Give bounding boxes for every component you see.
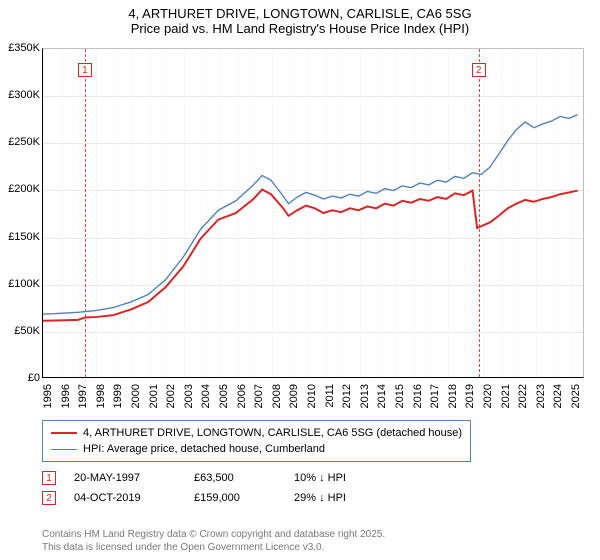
ref-marker-2: 2 [42, 491, 56, 505]
x-tick-label: 2002 [165, 384, 177, 408]
txn-delta: 10% ↓ HPI [294, 472, 414, 484]
x-tick-label: 2024 [552, 384, 564, 408]
x-tick-label: 2003 [183, 384, 195, 408]
x-tick-label: 2021 [500, 384, 512, 408]
legend-item-hpi: HPI: Average price, detached house, Cumb… [51, 441, 462, 457]
footer-attribution: Contains HM Land Registry data © Crown c… [42, 528, 385, 554]
x-tick-label: 2010 [306, 384, 318, 408]
y-tick-label: £150K [0, 231, 40, 243]
ref-marker-2: 2 [472, 63, 486, 77]
x-tick-label: 2023 [535, 384, 547, 408]
x-tick-label: 1999 [112, 384, 124, 408]
footer-line: This data is licensed under the Open Gov… [42, 541, 385, 554]
x-tick-label: 2019 [464, 384, 476, 408]
legend-label: 4, ARTHURET DRIVE, LONGTOWN, CARLISLE, C… [83, 427, 462, 439]
x-tick-label: 1997 [77, 384, 89, 408]
chart-lines [43, 49, 583, 377]
footer-line: Contains HM Land Registry data © Crown c… [42, 528, 385, 541]
x-tick-label: 2025 [570, 384, 582, 408]
chart-container: 4, ARTHURET DRIVE, LONGTOWN, CARLISLE, C… [0, 0, 600, 560]
txn-date: 04-OCT-2019 [74, 492, 194, 504]
series-price_paid [43, 190, 578, 321]
x-tick-label: 2006 [236, 384, 248, 408]
x-tick-label: 2018 [447, 384, 459, 408]
x-tick-label: 2001 [148, 384, 160, 408]
x-tick-label: 2020 [482, 384, 494, 408]
title-block: 4, ARTHURET DRIVE, LONGTOWN, CARLISLE, C… [0, 0, 600, 40]
table-row: 2 04-OCT-2019 £159,000 29% ↓ HPI [42, 488, 414, 508]
legend-swatch-icon [51, 432, 77, 434]
y-tick-label: £0 [0, 372, 40, 384]
table-row: 1 20-MAY-1997 £63,500 10% ↓ HPI [42, 468, 414, 488]
legend: 4, ARTHURET DRIVE, LONGTOWN, CARLISLE, C… [42, 420, 471, 462]
x-tick-label: 2008 [271, 384, 283, 408]
x-tick-label: 2013 [359, 384, 371, 408]
series-hpi [43, 115, 578, 315]
x-tick-label: 2015 [394, 384, 406, 408]
x-tick-label: 2016 [412, 384, 424, 408]
ref-marker-1: 1 [42, 471, 56, 485]
legend-label: HPI: Average price, detached house, Cumb… [83, 443, 325, 455]
legend-swatch-icon [51, 449, 77, 450]
transaction-table: 1 20-MAY-1997 £63,500 10% ↓ HPI 2 04-OCT… [42, 468, 414, 508]
y-tick-label: £300K [0, 89, 40, 101]
y-tick-label: £200K [0, 183, 40, 195]
x-tick-label: 2000 [130, 384, 142, 408]
txn-price: £159,000 [194, 492, 294, 504]
x-axis: 1995 1996 1997 1998 1999 2000 2001 2002 2003 2004… [42, 380, 584, 416]
x-tick-label: 2017 [429, 384, 441, 408]
x-tick-label: 2011 [324, 384, 336, 408]
x-tick-label: 2007 [253, 384, 265, 408]
x-tick-label: 2005 [218, 384, 230, 408]
x-tick-label: 1998 [95, 384, 107, 408]
legend-item-price-paid: 4, ARTHURET DRIVE, LONGTOWN, CARLISLE, C… [51, 425, 462, 441]
txn-delta: 29% ↓ HPI [294, 492, 414, 504]
chart-plot-area: 12 [42, 48, 584, 378]
ref-marker-1: 1 [78, 63, 92, 77]
x-tick-label: 2012 [341, 384, 353, 408]
txn-price: £63,500 [194, 472, 294, 484]
y-tick-label: £250K [0, 136, 40, 148]
txn-date: 20-MAY-1997 [74, 472, 194, 484]
x-tick-label: 1996 [60, 384, 72, 408]
y-tick-label: £350K [0, 42, 40, 54]
x-tick-label: 2014 [376, 384, 388, 408]
title-address: 4, ARTHURET DRIVE, LONGTOWN, CARLISLE, C… [0, 6, 600, 21]
y-tick-label: £100K [0, 278, 40, 290]
title-subtitle: Price paid vs. HM Land Registry's House … [0, 21, 600, 36]
y-tick-label: £50K [0, 325, 40, 337]
x-tick-label: 1995 [42, 384, 54, 408]
x-tick-label: 2022 [517, 384, 529, 408]
x-tick-label: 2009 [288, 384, 300, 408]
x-tick-label: 2004 [200, 384, 212, 408]
